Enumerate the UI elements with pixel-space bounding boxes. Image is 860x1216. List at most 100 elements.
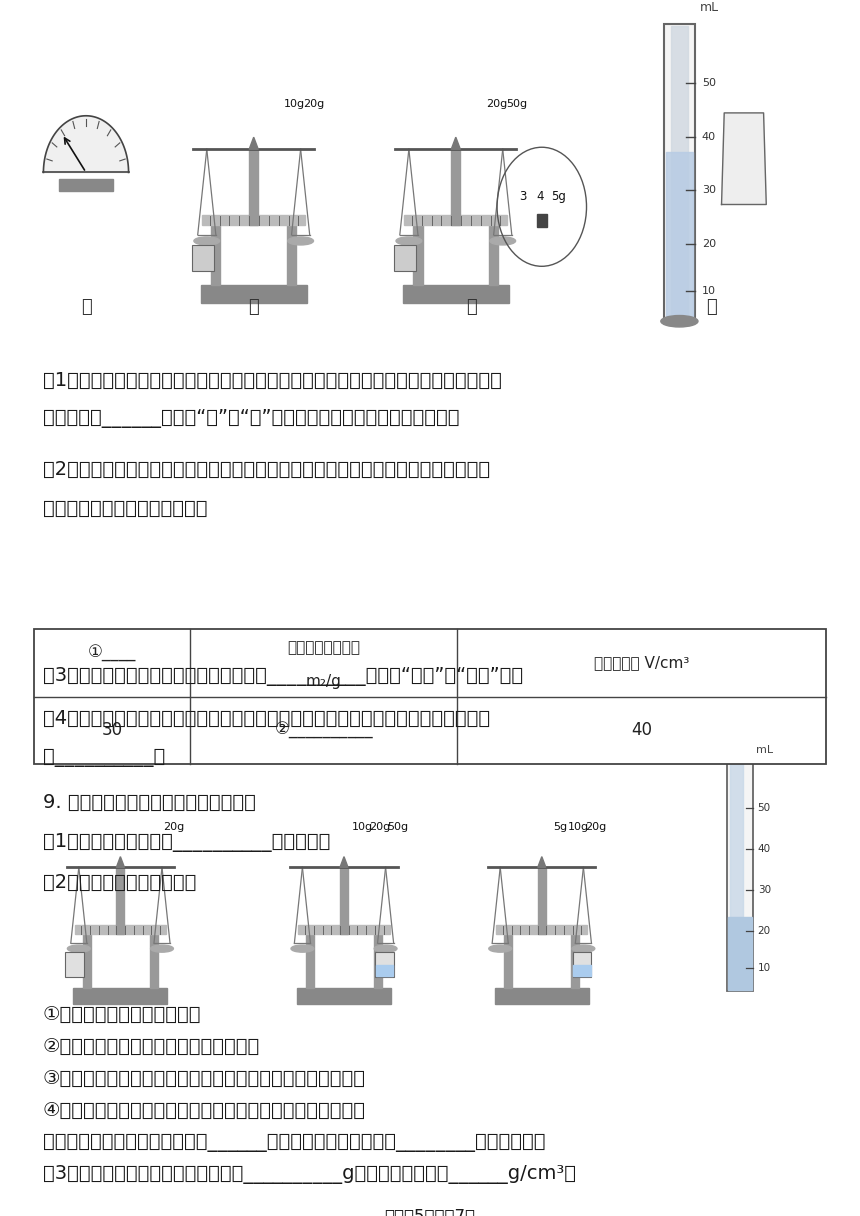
Polygon shape (249, 137, 258, 150)
Bar (496, 925, 587, 934)
Text: 50: 50 (702, 78, 716, 88)
Text: 5g: 5g (554, 822, 568, 832)
Bar (574, 964, 591, 976)
Text: 4: 4 (537, 190, 544, 203)
Polygon shape (340, 856, 348, 867)
Bar (664, 23, 695, 321)
Bar (402, 286, 509, 303)
Text: （1）使用天平时，应用__________夾取码码；: （1）使用天平时，应用__________夾取码码； (43, 833, 330, 852)
Ellipse shape (374, 945, 397, 952)
Ellipse shape (660, 315, 698, 327)
Bar (489, 225, 498, 286)
Bar (504, 934, 513, 987)
Text: 丁: 丁 (706, 298, 716, 316)
Bar (727, 762, 752, 991)
Bar (297, 987, 391, 1004)
Bar (666, 152, 693, 319)
Ellipse shape (194, 237, 219, 244)
Polygon shape (43, 116, 129, 173)
Text: （3）由图可得：量筒内液体的质量为__________g，该液体的密度为______g/cm³；: （3）由图可得：量筒内液体的质量为__________g，该液体的密度为____… (43, 1165, 576, 1184)
Bar (298, 925, 390, 934)
Text: 30: 30 (101, 721, 123, 739)
Text: 30: 30 (702, 185, 716, 196)
Text: 10: 10 (702, 287, 716, 297)
Ellipse shape (288, 237, 314, 244)
Bar (65, 952, 84, 978)
Text: 数据将实验记录表格补充完整：: 数据将实验记录表格补充完整： (43, 499, 207, 518)
Bar (75, 925, 166, 934)
Bar (83, 934, 91, 987)
Text: ②用天平测量烧杯和剩余液体的总质量；: ②用天平测量烧杯和剩余液体的总质量； (43, 1037, 261, 1055)
Polygon shape (116, 856, 125, 867)
Text: 40: 40 (758, 844, 771, 854)
Text: 10g: 10g (353, 822, 373, 832)
Bar (249, 150, 258, 225)
Text: 20: 20 (758, 927, 771, 936)
Text: ④将待测液体倒入烧杯中，用天平测出烧杯和液体的总质量；: ④将待测液体倒入烧杯中，用天平测出烧杯和液体的总质量； (43, 1100, 366, 1120)
Text: 50g: 50g (387, 822, 408, 832)
Bar (537, 214, 547, 227)
Text: 10: 10 (758, 963, 771, 973)
Bar (573, 952, 592, 978)
Bar (671, 26, 688, 319)
Bar (494, 987, 589, 1004)
Ellipse shape (150, 945, 174, 952)
Bar (728, 917, 752, 990)
Text: 3: 3 (519, 190, 526, 203)
Text: 如图所示，以上操作可省去步骤______，操作步骤的正确顺序是________（填序号）；: 如图所示，以上操作可省去步骤______，操作步骤的正确顺序是________（… (43, 1133, 545, 1152)
Text: 40: 40 (630, 721, 652, 739)
Bar (73, 987, 168, 1004)
Text: （2）小姚进行了如下操作：: （2）小姚进行了如下操作： (43, 873, 196, 893)
Ellipse shape (67, 945, 90, 952)
Bar (414, 225, 422, 286)
Text: mL: mL (756, 745, 773, 755)
Text: ①____: ①____ (88, 644, 137, 662)
Bar (116, 867, 125, 934)
Text: 10g: 10g (568, 822, 588, 832)
Ellipse shape (572, 945, 595, 952)
Text: 杯和盐水的总质量: 杯和盐水的总质量 (287, 641, 360, 655)
Text: 10g: 10g (284, 98, 305, 109)
Text: ③将烧杯中液体的一部分倒入量筒，测出这部分液体的体积；: ③将烧杯中液体的一部分倒入量筒，测出这部分液体的体积； (43, 1069, 366, 1088)
Bar (375, 952, 394, 978)
Text: ①用天平测出空烧杯的质量；: ①用天平测出空烧杯的质量； (43, 1004, 201, 1024)
Bar (287, 225, 296, 286)
Text: 20g: 20g (486, 98, 507, 109)
Text: 为__________。: 为__________。 (43, 748, 165, 767)
Text: 50g: 50g (506, 98, 527, 109)
Text: （2）乙。丙、丁图是他用调节好的天平按照顺序进行实验的示意图，请你依据图中的: （2）乙。丙、丁图是他用调节好的天平按照顺序进行实验的示意图，请你依据图中的 (43, 460, 490, 479)
Polygon shape (538, 856, 546, 867)
Text: 40: 40 (702, 131, 716, 142)
Polygon shape (722, 113, 766, 204)
Bar (150, 934, 158, 987)
Text: 乙: 乙 (249, 298, 259, 316)
Text: 20g: 20g (585, 822, 606, 832)
Text: 20g: 20g (370, 822, 390, 832)
Text: 盐水的体积 V/cm³: 盐水的体积 V/cm³ (593, 655, 689, 670)
Text: 20g: 20g (163, 822, 185, 832)
Bar (373, 934, 382, 987)
Ellipse shape (396, 237, 421, 244)
Bar (730, 765, 743, 989)
Bar (306, 934, 315, 987)
Bar (212, 225, 220, 286)
Bar (538, 867, 546, 934)
Text: （1）调节天平横梁平衡时，将游码移至标尺的零刻度线上，发现指针偏向如图甲所示，: （1）调节天平横梁平衡时，将游码移至标尺的零刻度线上，发现指针偏向如图甲所示， (43, 371, 502, 389)
Bar (202, 215, 305, 225)
Bar (571, 934, 580, 987)
Text: （3）在以上实验中，密度测量值比真实值__________（选填“偏大”或“偏小”）；: （3）在以上实验中，密度测量值比真实值__________（选填“偏大”或“偏小… (43, 666, 523, 686)
Ellipse shape (488, 945, 512, 952)
Bar (452, 150, 460, 225)
Text: ②__________: ②__________ (274, 721, 373, 739)
Text: 甲: 甲 (81, 298, 91, 316)
Ellipse shape (490, 237, 516, 244)
Text: 丙: 丙 (466, 298, 476, 316)
Text: （4）聡明的小丽说只要将乙丙丁的顺序调换一下，将会大大地减小误差，小丽的顺序: （4）聡明的小丽说只要将乙丙丁的顺序调换一下，将会大大地减小误差，小丽的顺序 (43, 709, 490, 728)
Text: 5g: 5g (551, 190, 567, 203)
Bar (58, 179, 114, 191)
Ellipse shape (291, 945, 314, 952)
Text: 此时应该向______（选填“左”或“右”）移动平衡螺母，才能使横梁平衡；: 此时应该向______（选填“左”或“右”）移动平衡螺母，才能使横梁平衡； (43, 410, 459, 428)
Bar (394, 244, 416, 271)
Text: 30: 30 (758, 885, 771, 895)
Text: 20: 20 (702, 238, 716, 249)
